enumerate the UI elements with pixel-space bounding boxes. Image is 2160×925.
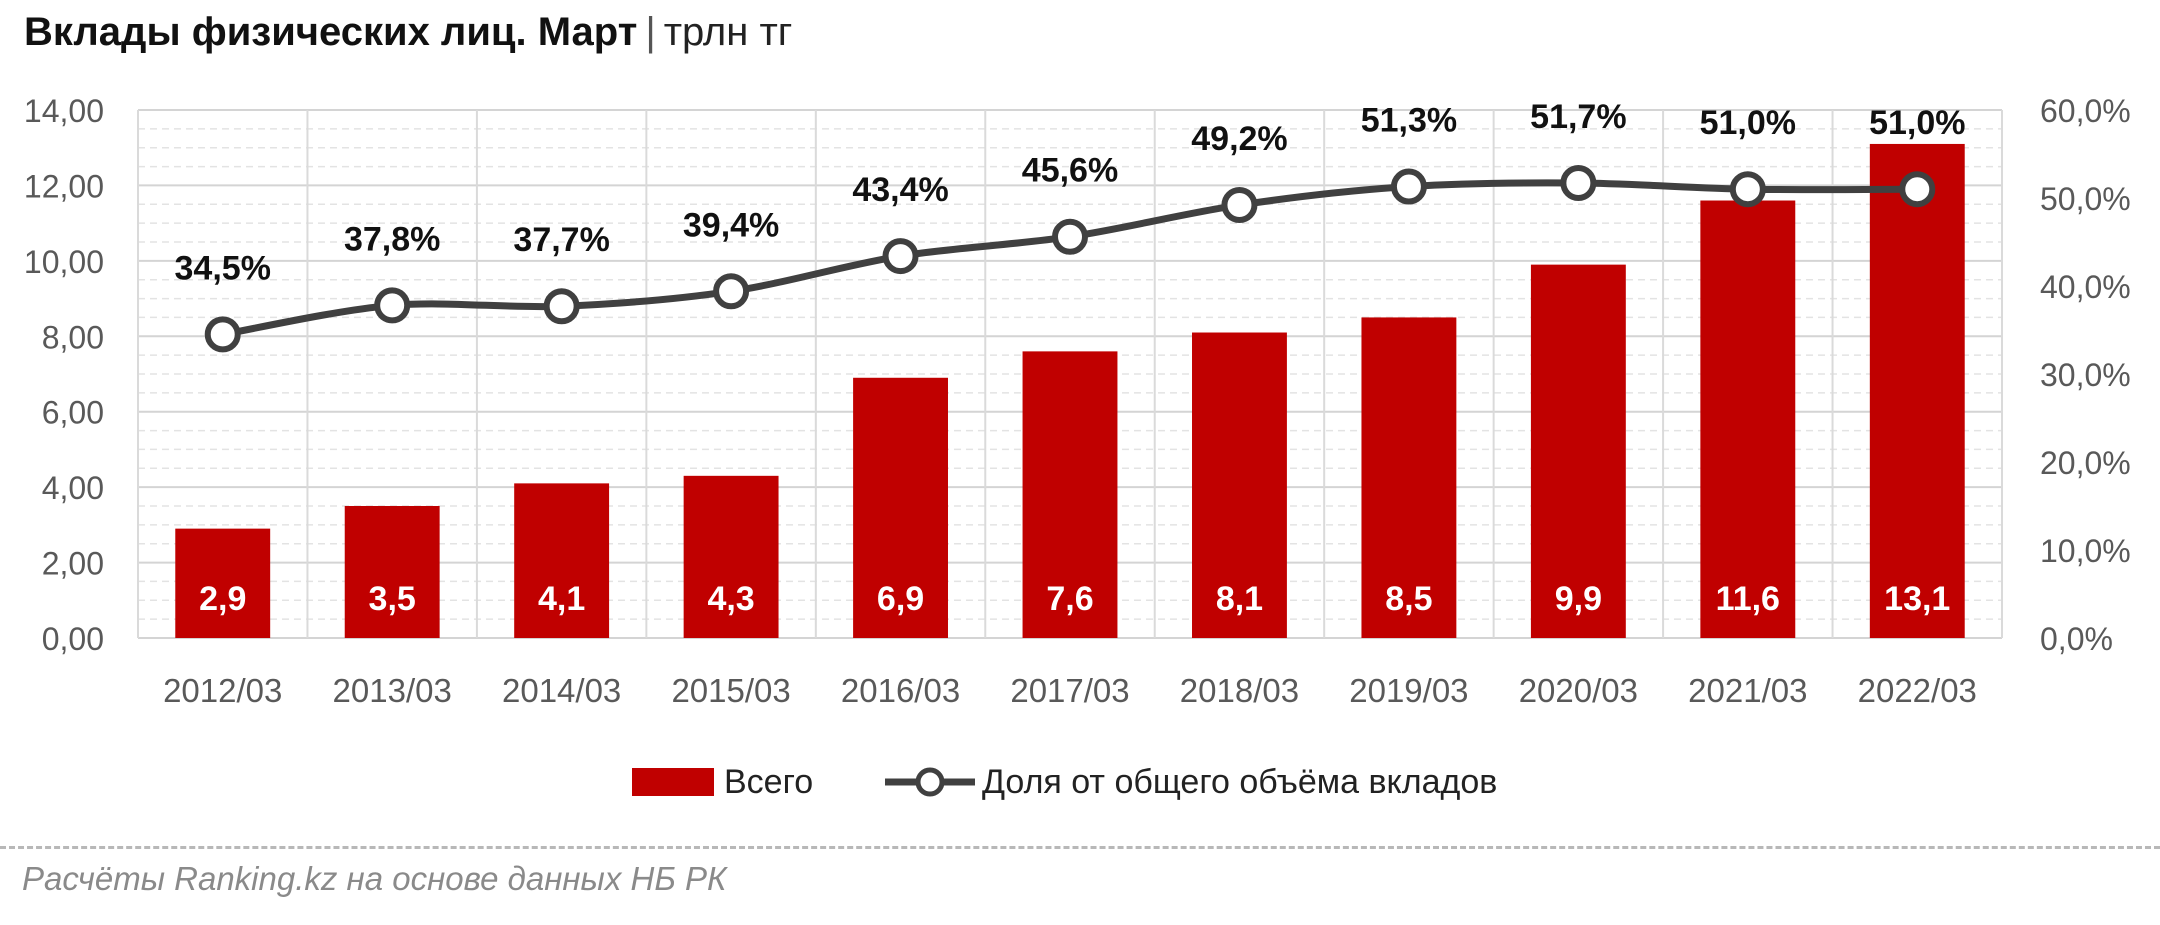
line-value-label: 45,6% xyxy=(1022,152,1118,190)
line-point-marker xyxy=(882,238,919,275)
bar-series xyxy=(175,143,1965,638)
x-axis-tick-label: 2021/03 xyxy=(1688,672,1807,709)
bar-value-labels: 2,9 3,5 4,1 4,3 6,9 7,6 8,1 8,5 9,9 11,6 13,1 xyxy=(199,580,1950,618)
legend-swatch-marker xyxy=(915,767,945,797)
source-note: Расчёты Ranking.kz на основе данных НБ Р… xyxy=(22,860,727,897)
bar-value-label: 3,5 xyxy=(369,580,416,618)
bar-value-label: 9,9 xyxy=(1555,580,1602,618)
line-value-label: 34,5% xyxy=(175,249,271,287)
bar-value-label: 8,1 xyxy=(1216,580,1263,618)
line-value-labels: 34,5% 37,8% 37,7% 39,4% 43,4% 45,6% 49,2% 51,3%… xyxy=(175,98,1966,287)
bar xyxy=(1361,317,1457,638)
bar xyxy=(175,528,271,638)
line-series xyxy=(204,165,1936,353)
right-axis-tick-label: 20,0% xyxy=(2040,445,2131,481)
legend-swatch-bar xyxy=(632,768,714,796)
line-value-label: 37,8% xyxy=(344,220,440,258)
bar xyxy=(683,475,779,638)
footer-divider xyxy=(0,846,2160,849)
x-axis-tick-label: 2017/03 xyxy=(1010,672,1129,709)
chart-title-unit: трлн тг xyxy=(663,10,793,54)
x-axis-tick-label: 2018/03 xyxy=(1180,672,1299,709)
chart-title-main: Вклады физических лиц. Март xyxy=(24,10,638,54)
legend-label-bar: Всего xyxy=(724,763,813,801)
line-point-marker xyxy=(1221,187,1258,224)
bar-value-label: 8,5 xyxy=(1385,580,1432,618)
line-point-marker xyxy=(713,273,750,310)
x-axis-tick-label: 2015/03 xyxy=(671,672,790,709)
x-axis-tick-label: 2012/03 xyxy=(163,672,282,709)
x-axis-tick-label: 2019/03 xyxy=(1349,672,1468,709)
bar-value-label: 4,3 xyxy=(707,580,754,618)
left-axis-tick-label: 4,00 xyxy=(42,470,104,506)
chart-canvas: 0,00 2,00 4,00 6,00 8,00 10,00 12,00 14,00 0,0%… xyxy=(24,93,2131,801)
left-axis-tick-label: 6,00 xyxy=(42,395,104,431)
left-axis-tick-label: 2,00 xyxy=(42,546,104,582)
right-axis-tick-label: 30,0% xyxy=(2040,357,2131,393)
chart-title: Вклады физических лиц. Март | трлн тг xyxy=(24,10,792,55)
bar-value-label: 13,1 xyxy=(1884,580,1950,618)
right-axis-tick-label: 60,0% xyxy=(2040,93,2131,129)
line-value-label: 49,2% xyxy=(1191,120,1287,158)
left-axis-tick-label: 14,00 xyxy=(24,93,104,129)
x-axis-ticks: 2012/03 2013/03 2014/03 2015/03 2016/03 2017/… xyxy=(163,672,1977,709)
bar xyxy=(1869,143,1965,638)
x-axis-tick-label: 2020/03 xyxy=(1519,672,1638,709)
bar-value-label: 7,6 xyxy=(1046,580,1093,618)
right-axis-tick-label: 0,0% xyxy=(2040,621,2113,657)
line-value-label: 37,7% xyxy=(513,221,609,259)
left-axis-tick-label: 12,00 xyxy=(24,168,104,204)
line-point-marker xyxy=(1560,165,1597,202)
right-axis-tick-label: 10,0% xyxy=(2040,533,2131,569)
line-point-marker xyxy=(1052,218,1088,255)
left-axis-ticks: 0,00 2,00 4,00 6,00 8,00 10,00 12,00 14,00 xyxy=(24,93,104,657)
line-value-label: 51,3% xyxy=(1361,102,1457,140)
bar xyxy=(514,483,610,638)
right-axis-tick-label: 50,0% xyxy=(2040,181,2131,217)
line-value-label: 51,0% xyxy=(1700,104,1796,142)
bar-value-label: 11,6 xyxy=(1716,580,1780,618)
bar-value-label: 4,1 xyxy=(538,580,585,618)
right-axis-tick-label: 40,0% xyxy=(2040,269,2131,305)
line-point-marker xyxy=(543,288,580,325)
bar xyxy=(853,377,948,638)
legend-label-line: Доля от общего объёма вкладов xyxy=(982,763,1497,801)
line-value-label: 39,4% xyxy=(683,206,779,244)
line-point-marker xyxy=(1729,171,1766,208)
line-value-label: 51,7% xyxy=(1530,98,1626,136)
legend: Всего Доля от общего объёма вкладов xyxy=(632,763,1497,801)
line-value-label: 43,4% xyxy=(852,171,948,209)
right-axis-ticks: 0,0% 10,0% 20,0% 30,0% 40,0% 50,0% 60,0% xyxy=(2040,93,2131,657)
left-axis-tick-label: 0,00 xyxy=(42,621,104,657)
bar xyxy=(1700,200,1796,638)
x-axis-tick-label: 2022/03 xyxy=(1858,672,1977,709)
line-point-marker xyxy=(1390,168,1427,205)
line-point-marker xyxy=(204,316,241,353)
bar xyxy=(1530,264,1626,638)
x-axis-tick-label: 2016/03 xyxy=(841,672,960,709)
bar xyxy=(1192,332,1287,638)
bar-value-label: 6,9 xyxy=(877,580,924,618)
x-axis-tick-label: 2013/03 xyxy=(333,672,452,709)
chart-title-separator: | xyxy=(645,10,656,54)
x-axis-tick-label: 2014/03 xyxy=(502,672,621,709)
line-point-marker xyxy=(374,287,411,324)
line-value-label: 51,0% xyxy=(1869,104,1965,142)
line-point-marker xyxy=(1899,171,1936,208)
left-axis-tick-label: 10,00 xyxy=(24,244,104,280)
bar-value-label: 2,9 xyxy=(199,580,246,618)
bar xyxy=(1022,351,1118,638)
left-axis-tick-label: 8,00 xyxy=(42,319,104,355)
bar xyxy=(344,506,440,638)
